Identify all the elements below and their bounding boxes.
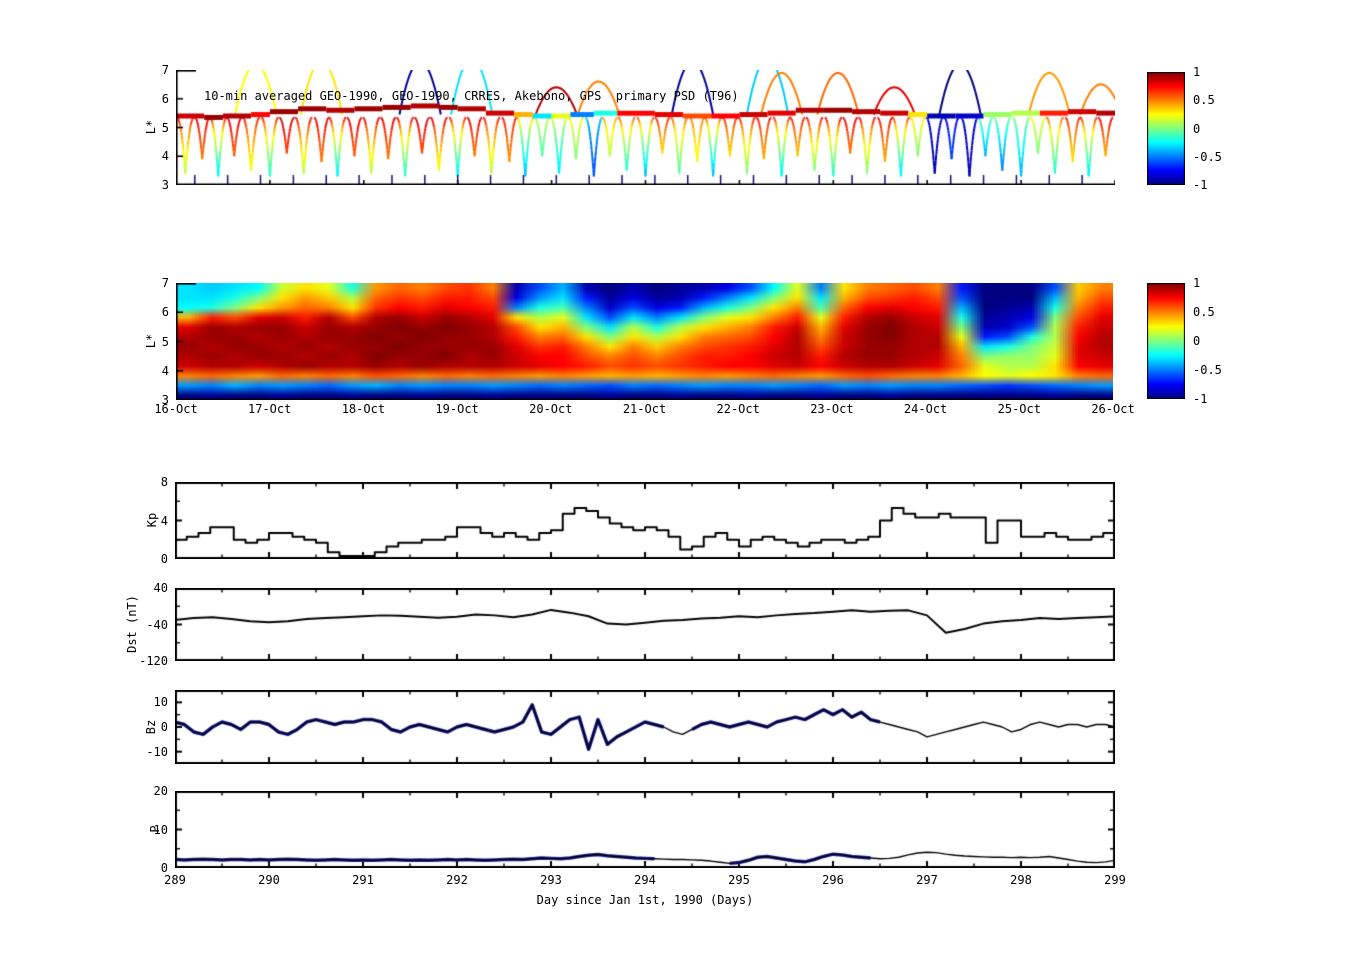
kp-ytick-label: 0 xyxy=(160,552,168,566)
p-ytick-label: 10 xyxy=(153,822,168,837)
psd-map-ytick-label: 3 xyxy=(161,393,169,407)
colorbar-bottom-tick-label: -0.5 xyxy=(1193,363,1222,377)
day-xtick-label: 295 xyxy=(728,873,750,887)
x-axis-label: Day since Jan 1st, 1990 (Days) xyxy=(536,893,754,907)
day-xtick-label: 296 xyxy=(822,873,844,887)
p-ytick-label: 0 xyxy=(160,861,168,875)
psd-line-panel xyxy=(176,70,1115,185)
kp-ytick-label: 8 xyxy=(160,475,168,489)
day-xtick-label: 298 xyxy=(1010,873,1032,887)
psd-line-ylabel: L* xyxy=(144,119,158,135)
dst-ytick-label: -120 xyxy=(139,654,168,668)
p-panel xyxy=(175,791,1115,868)
day-xtick-label: 289 xyxy=(164,873,186,887)
colorbar-top-tick-label: 1 xyxy=(1193,65,1201,79)
colorbar-top xyxy=(1147,72,1185,185)
psd-map-xtick-label: 21-Oct xyxy=(622,402,667,416)
colorbar-bottom-tick-label: -1 xyxy=(1193,392,1208,406)
dst-panel xyxy=(175,588,1115,661)
psd-line-ytick-label: 3 xyxy=(161,178,169,192)
psd-map-xtick-label: 19-Oct xyxy=(435,402,479,416)
p-ytick-label: 20 xyxy=(153,784,168,798)
dst-ytick-label: 40 xyxy=(153,581,168,595)
day-xtick-label: 299 xyxy=(1104,873,1126,887)
colorbar-top-tick-label: 0 xyxy=(1193,121,1201,136)
day-xtick-label: 292 xyxy=(446,873,468,887)
bz-ytick-label: 0 xyxy=(160,720,168,734)
psd-map-ytick-label: 4 xyxy=(161,363,169,378)
colorbar-bottom-tick-label: 0 xyxy=(1193,334,1201,348)
day-xtick-label: 293 xyxy=(540,873,562,887)
bz-ytick-label: -10 xyxy=(146,744,168,759)
psd-line-ytick-label: 6 xyxy=(161,91,169,106)
psd-map-ytick-label: 5 xyxy=(161,334,169,349)
psd-line-ytick-label: 7 xyxy=(161,63,169,77)
kp-ytick-label: 4 xyxy=(160,513,168,528)
colorbar-bottom-tick-label: 0.5 xyxy=(1193,305,1215,319)
bz-ylabel: Bz xyxy=(144,719,158,735)
dst-ytick-label: -40 xyxy=(146,617,168,632)
colorbar-top-tick-label: -0.5 xyxy=(1193,149,1222,164)
kp-panel xyxy=(175,482,1115,559)
psd-map-xtick-label: 26-Oct xyxy=(1091,402,1135,416)
kp-ylabel: Kp xyxy=(145,512,159,528)
psd-map-xtick-label: 24-Oct xyxy=(903,402,948,416)
bz-ytick-label: 10 xyxy=(153,695,168,710)
day-xtick-label: 290 xyxy=(258,873,280,887)
day-xtick-label: 294 xyxy=(634,873,656,887)
day-xtick-label: 297 xyxy=(916,873,938,887)
psd-line-ytick-label: 5 xyxy=(161,120,169,135)
colorbar-bottom xyxy=(1147,283,1185,399)
psd-heatmap-panel xyxy=(176,283,1113,400)
psd-map-xtick-label: 22-Oct xyxy=(716,402,760,416)
colorbar-bottom-tick-label: 1 xyxy=(1193,276,1201,290)
psd-map-ytick-label: 7 xyxy=(161,276,169,290)
psd-map-xtick-label: 23-Oct xyxy=(810,402,854,416)
dst-ylabel: Dst (nT) xyxy=(125,595,139,653)
psd-map-xtick-label: 25-Oct xyxy=(997,402,1041,416)
bz-panel xyxy=(175,690,1115,764)
psd-map-ytick-label: 6 xyxy=(161,305,169,320)
psd-map-xtick-label: 20-Oct xyxy=(529,402,573,416)
psd-map-ylabel: L* xyxy=(144,333,158,349)
plot-title: 10-min averaged GEO-1990, GEO-1990, CRRE… xyxy=(204,89,739,103)
psd-line-ytick-label: 4 xyxy=(161,149,169,164)
psd-map-xtick-label: 17-Oct xyxy=(248,402,292,416)
psd-map-xtick-label: 16-Oct xyxy=(154,402,198,416)
colorbar-top-tick-label: 0.5 xyxy=(1193,93,1215,108)
day-xtick-label: 291 xyxy=(352,873,374,887)
psd-map-xtick-label: 18-Oct xyxy=(341,402,386,416)
colorbar-top-tick-label: -1 xyxy=(1193,178,1208,192)
